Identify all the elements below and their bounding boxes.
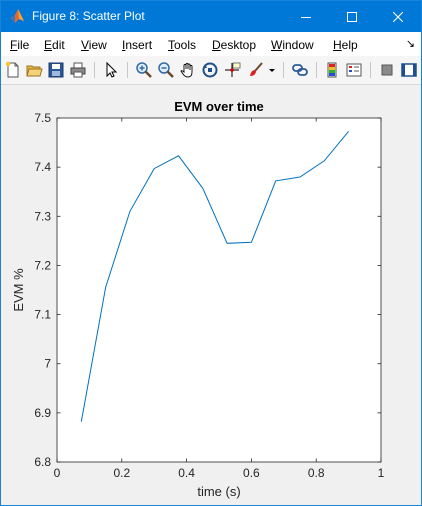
zoom-out-icon[interactable] <box>157 61 175 79</box>
menu-window[interactable]: Window <box>271 38 314 52</box>
toolbar-separator <box>127 62 128 78</box>
x-axis-label: time (s) <box>197 484 240 499</box>
save-icon[interactable] <box>47 61 65 79</box>
plot-area <box>57 118 381 462</box>
toolbar-separator <box>94 62 95 78</box>
show-plot-tools-icon[interactable] <box>400 61 418 79</box>
menu-tools[interactable]: Tools <box>168 38 197 52</box>
legend-icon[interactable] <box>345 61 363 79</box>
close-button[interactable] <box>375 1 421 32</box>
menu-edit[interactable]: Edit <box>44 38 65 52</box>
line-chart[interactable]: 0 0.2 0.4 0.6 0.8 1 6.8 6.9 7 7.1 7.2 7.3 7.4 7.5 EVM … <box>1 85 421 505</box>
y-tick-label: 7.2 <box>34 258 51 272</box>
axes-box <box>56 117 382 463</box>
x-tick-label: 0.6 <box>243 466 260 480</box>
toolbar-separator <box>283 62 284 78</box>
chart-title: EVM over time <box>174 99 264 114</box>
link-plot-icon[interactable] <box>291 61 309 79</box>
x-tick-label: 0 <box>54 466 61 480</box>
menu-desktop[interactable]: Desktop <box>212 38 257 52</box>
brush-icon[interactable] <box>247 61 265 79</box>
x-tick-label: 0.4 <box>178 466 195 480</box>
menu-bar: File Edit View Insert Tools Desktop Wind… <box>1 32 421 56</box>
dock-arrow-icon[interactable]: ↘ <box>405 38 415 50</box>
edit-plot-arrow-icon[interactable] <box>102 61 120 79</box>
maximize-button[interactable] <box>329 1 375 32</box>
series-line-0 <box>80 130 349 422</box>
toolbar-separator <box>370 62 371 78</box>
maximize-icon <box>347 11 357 22</box>
matlab-app-icon <box>9 8 25 24</box>
x-tick-label: 0.8 <box>308 466 325 480</box>
open-file-icon[interactable] <box>25 61 43 79</box>
x-tick-label: 1 <box>378 466 385 480</box>
menu-view[interactable]: View <box>81 38 107 52</box>
x-tick-label: 0.2 <box>113 466 130 480</box>
y-tick-label: 6.9 <box>34 406 51 420</box>
y-tick-label: 7.3 <box>34 209 51 223</box>
menu-file[interactable]: File <box>10 38 30 52</box>
y-tick-label: 6.8 <box>34 455 51 469</box>
minimize-icon <box>301 16 311 18</box>
y-axis-label: EVM % <box>11 268 26 312</box>
data-cursor-icon[interactable] <box>223 61 241 79</box>
menu-insert[interactable]: Insert <box>122 38 153 52</box>
y-tick-label: 7.4 <box>34 160 51 174</box>
menu-help[interactable]: Help <box>333 38 358 52</box>
y-tick-label: 7.5 <box>34 111 51 125</box>
figure-canvas[interactable]: 0 0.2 0.4 0.6 0.8 1 6.8 6.9 7 7.1 7.2 7.3 7.4 7.5 EVM … <box>1 85 421 505</box>
toolbar-separator <box>316 62 317 78</box>
print-icon[interactable] <box>69 61 87 79</box>
zoom-in-icon[interactable] <box>135 61 153 79</box>
new-figure-icon[interactable] <box>4 61 22 79</box>
hide-plot-tools-icon[interactable] <box>378 61 396 79</box>
colorbar-icon[interactable] <box>323 61 341 79</box>
window-title: Figure 8: Scatter Plot <box>32 9 145 23</box>
brush-dropdown-icon[interactable] <box>267 61 277 79</box>
title-bar[interactable]: Figure 8: Scatter Plot <box>1 1 421 32</box>
figure-toolbar <box>1 56 421 85</box>
y-tick-label: 7.1 <box>34 308 51 322</box>
minimize-button[interactable] <box>283 1 329 32</box>
y-tick-label: 7 <box>44 357 51 371</box>
close-icon <box>393 11 403 22</box>
pan-hand-icon[interactable] <box>179 61 197 79</box>
rotate-3d-icon[interactable] <box>201 61 219 79</box>
